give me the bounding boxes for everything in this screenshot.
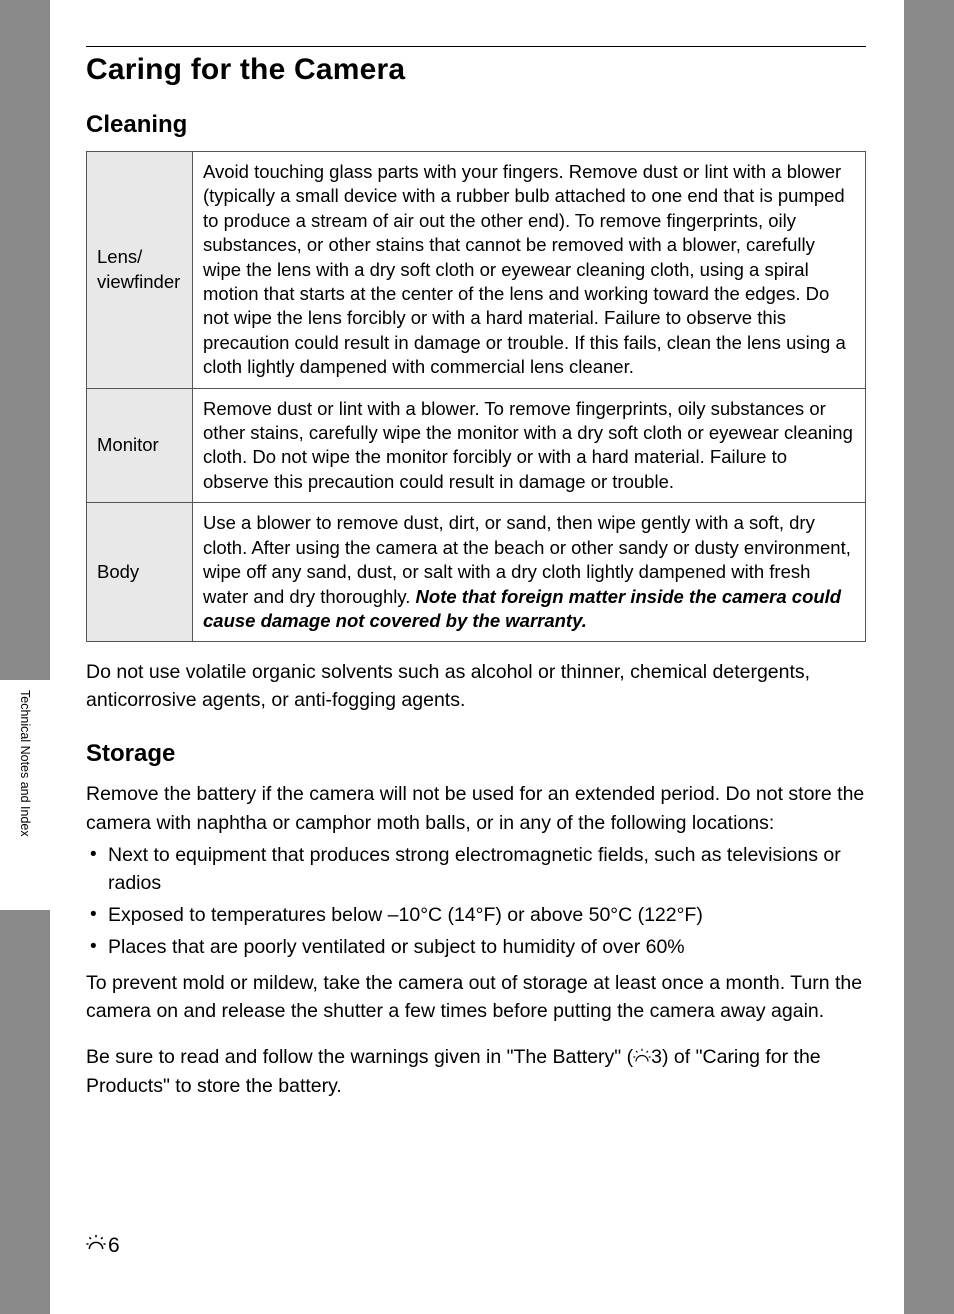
storage-bullets: Next to equipment that produces strong e… — [86, 841, 866, 961]
page-title: Caring for the Camera — [86, 53, 866, 87]
page-footer: 6 — [86, 1234, 120, 1258]
cleaning-footer-text: Do not use volatile organic solvents suc… — [86, 658, 866, 714]
table-row-text: Use a blower to remove dust, dirt, or sa… — [193, 503, 866, 642]
list-item: Exposed to temperatures below –10°C (14°… — [108, 901, 866, 929]
table-row: Body Use a blower to remove dust, dirt, … — [87, 503, 866, 642]
table-row: Monitor Remove dust or lint with a blowe… — [87, 388, 866, 503]
content-area: Caring for the Camera Cleaning Lens/ vie… — [86, 46, 866, 1118]
storage-p2-ref: 3 — [651, 1046, 662, 1068]
title-rule — [86, 46, 866, 47]
table-row-text: Remove dust or lint with a blower. To re… — [193, 388, 866, 503]
section-cleaning-title: Cleaning — [86, 111, 866, 139]
footer-icon — [86, 1234, 106, 1258]
storage-intro: Remove the battery if the camera will no… — [86, 780, 866, 836]
storage-paragraph-1: To prevent mold or mildew, take the came… — [86, 969, 866, 1025]
side-tab-label: Technical Notes and Index — [18, 690, 32, 837]
table-row-text: Avoid touching glass parts with your fin… — [193, 152, 866, 389]
list-item: Places that are poorly ventilated or sub… — [108, 933, 866, 961]
table-row-label: Body — [87, 503, 193, 642]
list-item: Next to equipment that produces strong e… — [108, 841, 866, 897]
section-storage-title: Storage — [86, 740, 866, 768]
table-row-label: Lens/ viewfinder — [87, 152, 193, 389]
storage-paragraph-2: Be sure to read and follow the warnings … — [86, 1043, 866, 1100]
reference-icon — [633, 1044, 651, 1072]
side-tab: Technical Notes and Index — [0, 680, 50, 910]
cleaning-table: Lens/ viewfinder Avoid touching glass pa… — [86, 151, 866, 642]
storage-p2-prefix: Be sure to read and follow the warnings … — [86, 1046, 633, 1068]
table-row-label-text: Lens/ viewfinder — [97, 246, 180, 291]
table-row: Lens/ viewfinder Avoid touching glass pa… — [87, 152, 866, 389]
page: Caring for the Camera Cleaning Lens/ vie… — [50, 0, 904, 1314]
page-number: 6 — [108, 1234, 120, 1258]
table-row-label: Monitor — [87, 388, 193, 503]
